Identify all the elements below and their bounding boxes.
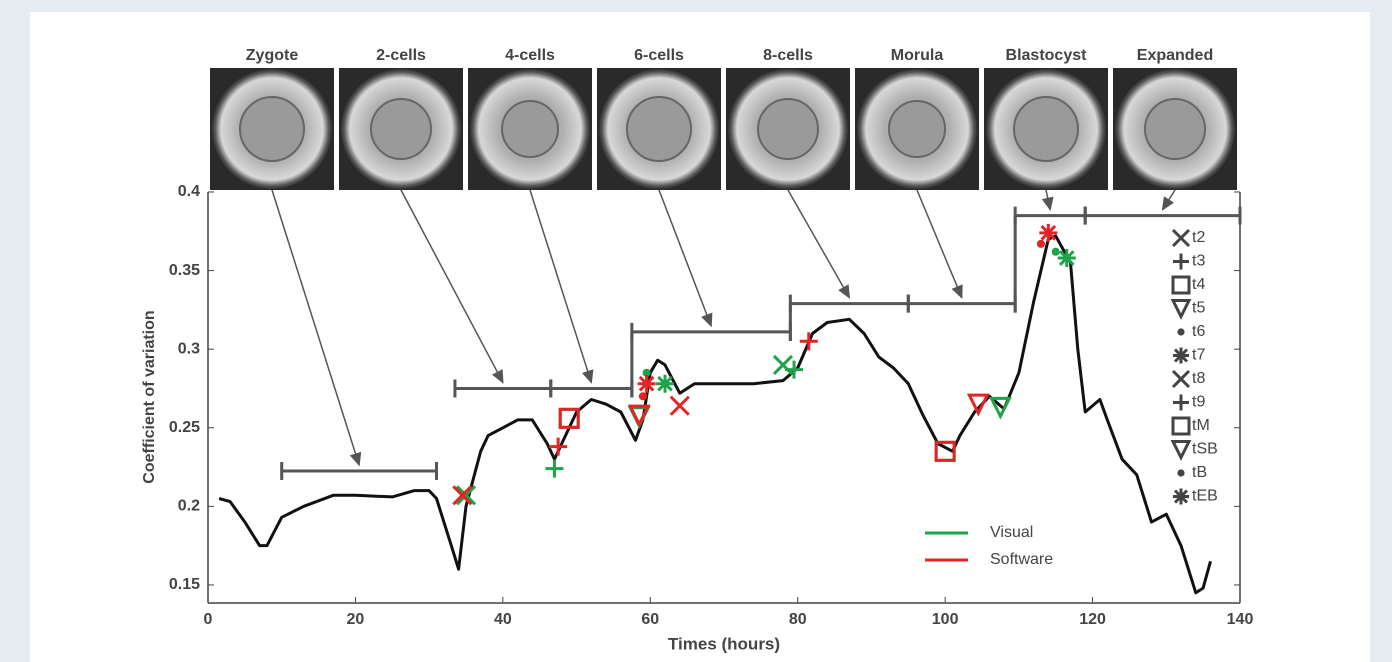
embryo — [371, 99, 431, 159]
stage-label: Zygote — [246, 47, 299, 64]
marker — [1039, 224, 1057, 242]
marker — [1177, 328, 1184, 335]
event-label: tB — [1192, 464, 1207, 481]
marker — [656, 375, 674, 393]
stage-label: 2-cells — [376, 47, 426, 64]
y-tick-label: 0.25 — [169, 419, 200, 436]
marker — [1173, 489, 1189, 505]
marker — [1052, 248, 1060, 256]
marker-stroke — [1177, 469, 1184, 476]
embryo — [1014, 97, 1078, 161]
figure: Coefficient of variation Times (hours) 0… — [0, 0, 1392, 662]
marker — [638, 375, 656, 393]
event-label: tEB — [1192, 488, 1218, 505]
y-tick-label: 0.35 — [169, 262, 200, 279]
embryo — [502, 101, 558, 157]
x-tick-label: 40 — [494, 611, 512, 628]
marker-stroke — [639, 392, 647, 400]
x-axis-label: Times (hours) — [668, 634, 780, 653]
y-tick-label: 0.2 — [178, 498, 200, 515]
event-label: tM — [1192, 417, 1210, 434]
event-label: tSB — [1192, 441, 1218, 458]
embryo — [889, 101, 945, 157]
legend-label: Software — [990, 551, 1053, 568]
y-axis-label: Coefficient of variation — [141, 310, 158, 483]
y-tick-label: 0.3 — [178, 340, 200, 357]
marker — [1058, 249, 1076, 267]
stage-label: 8-cells — [763, 47, 813, 64]
marker — [639, 392, 647, 400]
x-tick-label: 140 — [1227, 611, 1254, 628]
x-tick-label: 100 — [932, 611, 959, 628]
stage-label: Morula — [891, 47, 944, 64]
y-tick-label: 0.15 — [169, 576, 200, 593]
embryo — [758, 99, 818, 159]
marker-stroke — [1177, 328, 1184, 335]
legend-label: Visual — [990, 524, 1033, 541]
marker — [1037, 240, 1045, 248]
event-label: t9 — [1192, 394, 1205, 411]
x-tick-label: 80 — [789, 611, 807, 628]
embryo — [1145, 99, 1205, 159]
x-tick-label: 0 — [204, 611, 213, 628]
stage-label: Blastocyst — [1006, 47, 1088, 64]
x-tick-label: 60 — [641, 611, 659, 628]
event-label: t4 — [1192, 276, 1205, 293]
embryo — [240, 97, 304, 161]
event-label: t5 — [1192, 300, 1205, 317]
stage-label: Expanded — [1137, 47, 1213, 64]
stage-label: 4-cells — [505, 47, 555, 64]
y-tick-label: 0.4 — [178, 183, 200, 200]
marker-stroke — [1037, 240, 1045, 248]
event-label: t3 — [1192, 253, 1205, 270]
event-label: t6 — [1192, 323, 1205, 340]
event-label: t2 — [1192, 229, 1205, 246]
marker-stroke — [1052, 248, 1060, 256]
event-label: t8 — [1192, 370, 1205, 387]
marker — [1173, 348, 1189, 364]
marker — [1177, 469, 1184, 476]
x-tick-label: 20 — [347, 611, 365, 628]
event-label: t7 — [1192, 347, 1205, 364]
x-tick-label: 120 — [1079, 611, 1106, 628]
stage-label: 6-cells — [634, 47, 684, 64]
embryo — [627, 97, 691, 161]
